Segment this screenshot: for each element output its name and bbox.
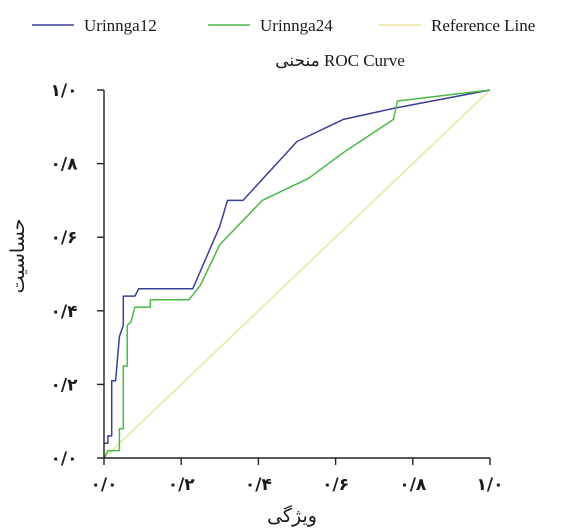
legend-label-urinnga12: Urinnga12 [84, 16, 157, 35]
y-ticks: ۰/۰ ۰/۲ ۰/۴ ۰/۶ ۰/۸ ۱/۰ [51, 81, 104, 469]
axes [103, 90, 490, 459]
y-tick-label: ۰/۸ [51, 155, 79, 175]
series-line-reference-line [103, 89, 491, 459]
x-tick-label: ۰/۲ [168, 475, 196, 495]
legend: Urinnga12 Urinnga24 Reference Line [32, 16, 535, 35]
y-tick-label: ۰/۰ [51, 449, 78, 469]
x-ticks: ۰/۰ ۰/۲ ۰/۴ ۰/۶ ۰/۸ ۱/۰ [91, 458, 504, 495]
x-tick-label: ۰/۶ [322, 475, 349, 495]
y-tick-label: ۰/۴ [51, 302, 78, 322]
x-tick-label: ۰/۴ [245, 475, 272, 495]
series-line-urinnga24 [103, 89, 491, 459]
legend-label-urinnga24: Urinnga24 [260, 16, 333, 35]
y-tick-label: ۱/۰ [51, 81, 78, 101]
y-tick-label: ۰/۲ [51, 375, 79, 395]
plot-area [103, 89, 491, 459]
y-axis-label: حساسیت [7, 219, 29, 294]
x-tick-label: ۱/۰ [477, 475, 504, 495]
legend-label-reference-line: Reference Line [431, 16, 535, 35]
x-tick-label: ۰/۸ [399, 475, 427, 495]
x-axis-label: ویژگی [267, 504, 317, 527]
chart-title: منحنی ROC Curve [275, 51, 405, 70]
x-tick-label: ۰/۰ [91, 475, 118, 495]
y-tick-label: ۰/۶ [51, 228, 78, 248]
series-line-urinnga12 [104, 89, 491, 445]
